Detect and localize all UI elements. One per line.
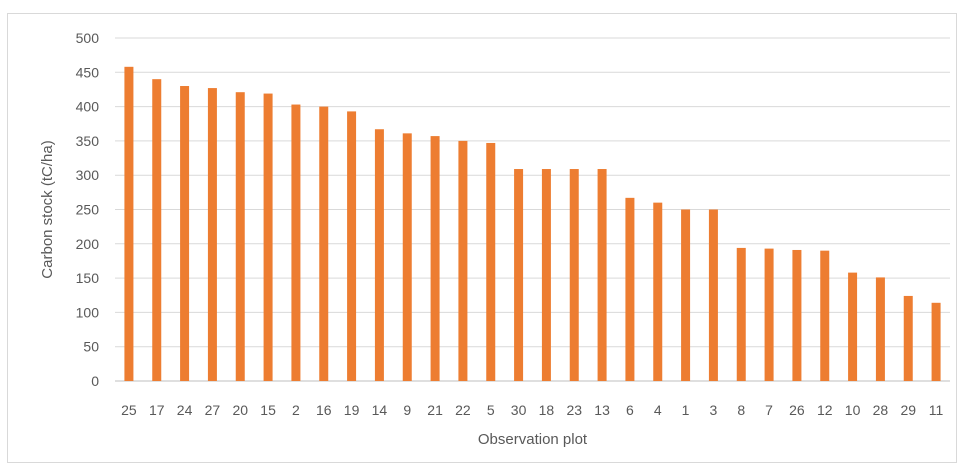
y-tick-label: 150 bbox=[76, 270, 100, 286]
bar bbox=[291, 104, 301, 382]
x-tick-label: 19 bbox=[344, 402, 360, 418]
x-tick-label: 26 bbox=[789, 402, 805, 418]
x-tick-label: 21 bbox=[427, 402, 443, 418]
y-tick-label: 500 bbox=[76, 30, 100, 46]
y-tick-label: 100 bbox=[76, 304, 100, 320]
bar bbox=[263, 93, 273, 381]
x-tick-label: 12 bbox=[817, 402, 833, 418]
x-tick-label: 8 bbox=[737, 402, 745, 418]
bar bbox=[486, 142, 496, 381]
bar bbox=[597, 169, 607, 381]
bar bbox=[319, 106, 329, 381]
x-tick-label: 13 bbox=[594, 402, 610, 418]
bar bbox=[124, 66, 134, 381]
y-tick-label: 250 bbox=[76, 202, 100, 218]
gridlines bbox=[115, 37, 950, 382]
bar bbox=[514, 169, 524, 381]
x-tick-label: 18 bbox=[539, 402, 555, 418]
bar bbox=[347, 111, 357, 381]
bars bbox=[124, 66, 941, 382]
x-tick-label: 2 bbox=[292, 402, 300, 418]
bar bbox=[235, 92, 245, 381]
x-tick-label: 5 bbox=[487, 402, 495, 418]
bar bbox=[931, 302, 941, 381]
bar bbox=[792, 249, 802, 381]
bar bbox=[152, 79, 162, 381]
bar bbox=[207, 88, 217, 381]
x-tick-label: 3 bbox=[710, 402, 718, 418]
y-axis-ticks: 0 50 100 150 200 250 300 350 400 450 500 bbox=[76, 30, 100, 389]
x-tick-label: 14 bbox=[372, 402, 388, 418]
bar bbox=[848, 272, 858, 381]
bar bbox=[402, 133, 412, 381]
y-axis-title: Carbon stock (tC/ha) bbox=[39, 140, 56, 278]
x-tick-label: 9 bbox=[403, 402, 411, 418]
x-tick-label: 1 bbox=[682, 402, 690, 418]
y-tick-label: 400 bbox=[76, 99, 100, 115]
x-tick-label: 25 bbox=[121, 402, 137, 418]
bar bbox=[569, 169, 579, 381]
y-tick-label: 450 bbox=[76, 64, 100, 80]
x-tick-label: 4 bbox=[654, 402, 662, 418]
bar bbox=[653, 202, 663, 381]
y-tick-label: 50 bbox=[83, 339, 99, 355]
x-tick-label: 10 bbox=[845, 402, 861, 418]
x-tick-label: 29 bbox=[900, 402, 916, 418]
y-tick-label: 200 bbox=[76, 236, 100, 252]
bar bbox=[458, 140, 468, 381]
x-axis-title: Observation plot bbox=[478, 431, 588, 448]
bar bbox=[681, 209, 691, 381]
bar bbox=[875, 277, 885, 381]
bar bbox=[625, 197, 635, 381]
bar bbox=[764, 248, 774, 381]
x-axis-ticks: 25 17 24 27 20 15 2 16 19 14 9 21 22 5 30 18 23 13 6 4 1 3 8 7 2… bbox=[121, 402, 943, 418]
x-tick-label: 6 bbox=[626, 402, 634, 418]
x-tick-label: 17 bbox=[149, 402, 165, 418]
bar bbox=[430, 136, 440, 381]
x-tick-label: 20 bbox=[232, 402, 248, 418]
bar bbox=[903, 295, 913, 381]
x-tick-label: 24 bbox=[177, 402, 193, 418]
bar bbox=[820, 250, 830, 381]
x-tick-label: 11 bbox=[929, 402, 944, 418]
y-tick-label: 0 bbox=[91, 373, 99, 389]
x-tick-label: 22 bbox=[455, 402, 471, 418]
y-tick-label: 300 bbox=[76, 167, 100, 183]
y-tick-label: 350 bbox=[76, 133, 100, 149]
bar bbox=[736, 247, 746, 381]
x-tick-label: 28 bbox=[873, 402, 889, 418]
x-tick-label: 30 bbox=[511, 402, 527, 418]
bar bbox=[374, 129, 384, 381]
x-tick-label: 7 bbox=[765, 402, 773, 418]
x-tick-label: 15 bbox=[260, 402, 276, 418]
x-tick-label: 27 bbox=[205, 402, 221, 418]
chart-frame bbox=[7, 13, 957, 463]
bar bbox=[708, 209, 718, 381]
bar bbox=[180, 86, 190, 382]
x-tick-label: 23 bbox=[566, 402, 582, 418]
x-tick-label: 16 bbox=[316, 402, 332, 418]
bar bbox=[541, 169, 551, 381]
